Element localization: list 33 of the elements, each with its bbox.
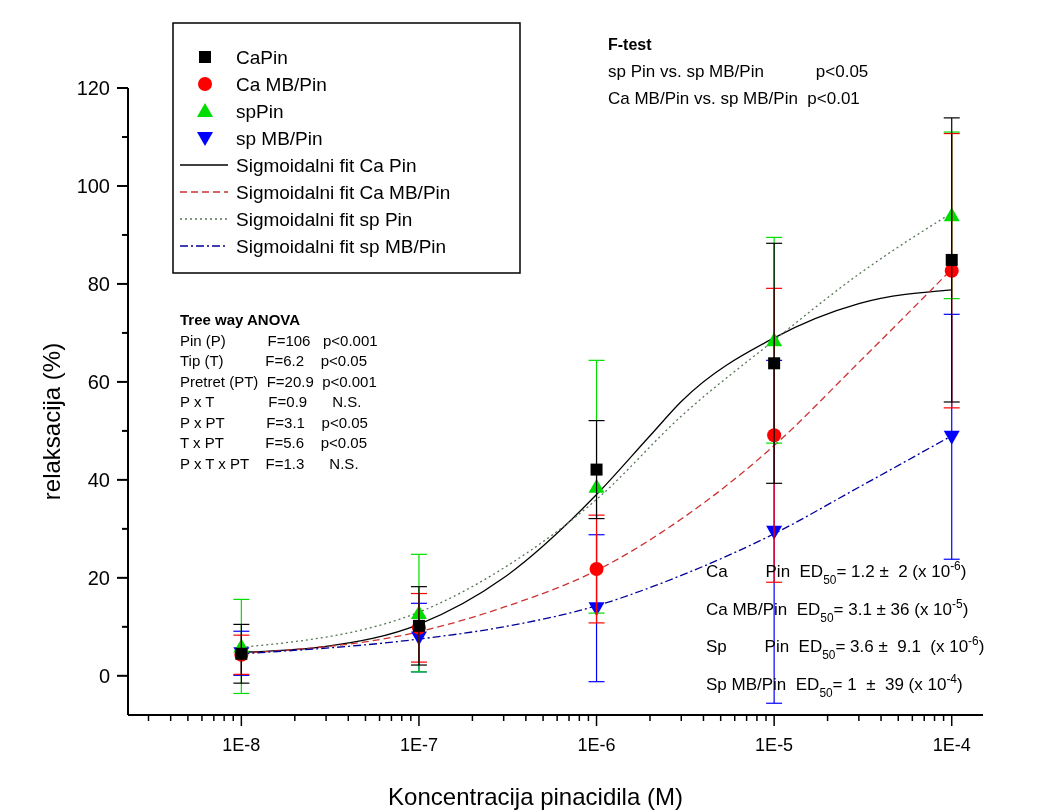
legend-label: Sigmoidalni fit Ca MB/Pin — [236, 181, 451, 203]
text: sp Pin vs. sp MB/Pin p<0.05 — [608, 62, 869, 81]
x-tick-label: 1E-8 — [222, 735, 261, 755]
legend-label: Ca MB/Pin — [236, 73, 327, 95]
annotation: T x PT F=5.6 p<0.05 — [180, 434, 368, 451]
annotation: Ca MB/Pin vs. sp MB/Pin p<0.01 — [608, 89, 860, 108]
annotation: Tip (T) F=6.2 p<0.05 — [180, 352, 368, 369]
x-axis-title: Koncentracija pinacidila (M) — [388, 783, 683, 810]
legend-label: Sigmoidalni fit sp Pin — [236, 208, 413, 230]
y-tick-label: 60 — [87, 370, 110, 393]
y-tick-label: 120 — [76, 77, 110, 99]
annotation: Pretret (PT) F=20.9 p<0.001 — [180, 372, 377, 390]
x-tick-label: 1E-4 — [932, 735, 971, 755]
annotation: Tree way ANOVA — [180, 311, 301, 328]
y-axis-title: relaksacija (%) — [38, 342, 65, 501]
y-tick-label: 100 — [76, 174, 110, 197]
annotation: P x T x PT F=1.3 N.S. — [180, 454, 359, 472]
y-tick-label: 80 — [87, 272, 110, 295]
x-tick-label: 1E-7 — [399, 735, 438, 755]
legend-label: Sigmoidalni fit sp MB/Pin — [236, 235, 447, 257]
y-tick-label: 40 — [87, 468, 110, 491]
annotation: P x T F=0.9 N.S. — [180, 393, 362, 410]
x-tick-label: 1E-5 — [755, 735, 794, 755]
legend-label: CaPin — [236, 46, 288, 68]
legend-label: Sigmoidalni fit Ca Pin — [236, 154, 417, 176]
annotation: P x PT F=3.1 p<0.05 — [180, 413, 368, 431]
legend-label: sp MB/Pin — [236, 127, 323, 149]
x-tick-label: 1E-6 — [577, 735, 616, 755]
text: F-test — [608, 36, 653, 53]
y-tick-label: 0 — [98, 664, 110, 687]
y-tick-label: 20 — [87, 566, 110, 589]
legend-label: spPin — [236, 100, 284, 122]
annotation: Pin (P) F=106 p<0.001 — [180, 331, 378, 349]
